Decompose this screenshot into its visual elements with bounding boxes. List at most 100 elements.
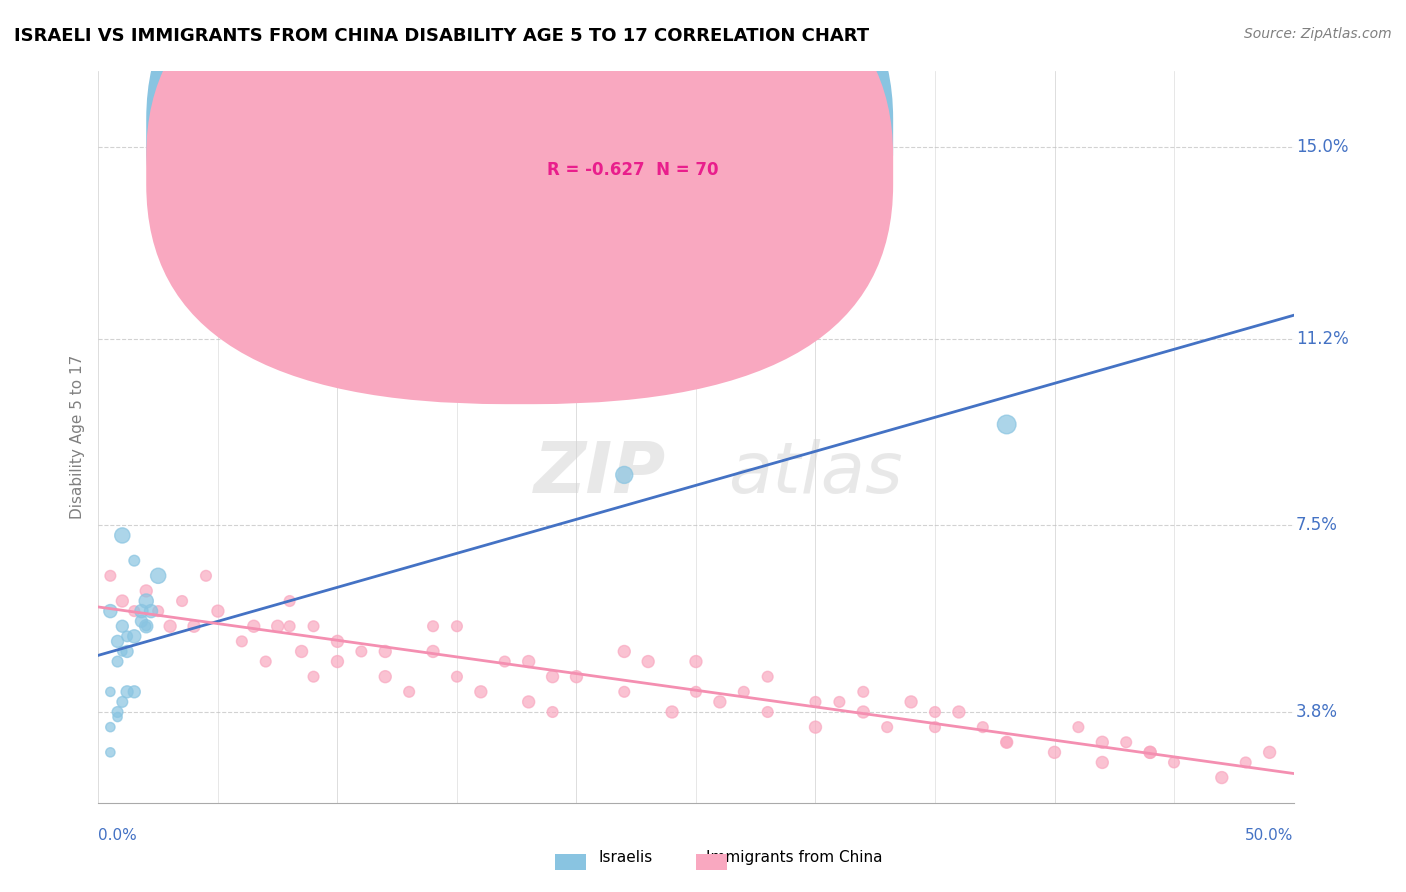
- Point: [972, 720, 994, 734]
- Point: [124, 554, 146, 568]
- Point: [124, 604, 146, 618]
- Point: [709, 695, 731, 709]
- Point: [685, 685, 707, 699]
- Point: [107, 710, 129, 724]
- Point: [374, 670, 396, 684]
- Point: [494, 655, 516, 669]
- Point: [111, 619, 134, 633]
- Point: [326, 634, 349, 648]
- Y-axis label: Disability Age 5 to 17: Disability Age 5 to 17: [69, 355, 84, 519]
- Point: [1234, 756, 1257, 770]
- Point: [470, 685, 492, 699]
- Point: [995, 735, 1018, 749]
- Point: [1211, 771, 1233, 785]
- Point: [1139, 745, 1161, 759]
- Point: [231, 634, 253, 648]
- Point: [111, 695, 134, 709]
- Text: 3.8%: 3.8%: [1296, 703, 1339, 721]
- Point: [135, 619, 157, 633]
- Point: [254, 655, 277, 669]
- Point: [115, 644, 138, 658]
- Point: [613, 467, 636, 482]
- Point: [243, 619, 266, 633]
- Text: R =  0.434  N = 27: R = 0.434 N = 27: [547, 125, 717, 143]
- Text: ZIP: ZIP: [534, 439, 666, 508]
- Text: 50.0%: 50.0%: [1246, 828, 1294, 843]
- Point: [374, 644, 396, 658]
- Text: 15.0%: 15.0%: [1296, 138, 1348, 156]
- Text: atlas: atlas: [728, 439, 903, 508]
- Point: [565, 670, 588, 684]
- Point: [107, 655, 129, 669]
- Point: [517, 695, 540, 709]
- Point: [422, 644, 444, 658]
- Point: [278, 619, 301, 633]
- Point: [613, 644, 636, 658]
- Point: [131, 604, 153, 618]
- Text: 11.2%: 11.2%: [1296, 330, 1348, 348]
- Point: [111, 528, 134, 542]
- Point: [115, 629, 138, 643]
- Text: Source: ZipAtlas.com: Source: ZipAtlas.com: [1244, 27, 1392, 41]
- Point: [115, 685, 138, 699]
- Text: ISRAELI VS IMMIGRANTS FROM CHINA DISABILITY AGE 5 TO 17 CORRELATION CHART: ISRAELI VS IMMIGRANTS FROM CHINA DISABIL…: [14, 27, 869, 45]
- Point: [995, 417, 1018, 432]
- Point: [924, 720, 946, 734]
- Point: [1091, 735, 1114, 749]
- Point: [148, 569, 170, 583]
- Point: [183, 619, 205, 633]
- Point: [111, 594, 134, 608]
- Point: [98, 745, 122, 759]
- Point: [172, 594, 194, 608]
- Point: [924, 705, 946, 719]
- Point: [900, 695, 922, 709]
- Point: [804, 720, 827, 734]
- Point: [995, 735, 1018, 749]
- Point: [159, 619, 181, 633]
- Point: [398, 685, 420, 699]
- Point: [135, 594, 157, 608]
- Point: [107, 705, 129, 719]
- Point: [135, 619, 157, 633]
- Point: [124, 629, 146, 643]
- Point: [756, 705, 779, 719]
- Point: [876, 720, 898, 734]
- Point: [139, 604, 162, 618]
- Point: [98, 569, 122, 583]
- Point: [685, 655, 707, 669]
- Point: [541, 670, 564, 684]
- Point: [756, 670, 779, 684]
- Point: [1067, 720, 1090, 734]
- FancyBboxPatch shape: [146, 0, 893, 368]
- FancyBboxPatch shape: [481, 101, 768, 203]
- Point: [278, 594, 301, 608]
- Point: [107, 634, 129, 648]
- Point: [1091, 756, 1114, 770]
- Point: [948, 705, 970, 719]
- Point: [131, 614, 153, 628]
- Point: [852, 705, 875, 719]
- Point: [804, 695, 827, 709]
- Point: [517, 655, 540, 669]
- Point: [98, 604, 122, 618]
- Point: [290, 644, 312, 658]
- Point: [1139, 745, 1161, 759]
- Point: [613, 685, 636, 699]
- Point: [661, 705, 683, 719]
- Point: [852, 685, 875, 699]
- Text: Israelis: Israelis: [599, 850, 652, 865]
- Point: [1115, 735, 1137, 749]
- Point: [267, 619, 290, 633]
- Point: [828, 695, 851, 709]
- Point: [541, 705, 564, 719]
- FancyBboxPatch shape: [146, 0, 893, 404]
- Point: [148, 604, 170, 618]
- Point: [1258, 745, 1281, 759]
- Text: R = -0.627  N = 70: R = -0.627 N = 70: [547, 161, 718, 179]
- Point: [135, 583, 157, 598]
- Point: [194, 569, 217, 583]
- Point: [302, 670, 325, 684]
- Text: 7.5%: 7.5%: [1296, 516, 1337, 534]
- Point: [124, 685, 146, 699]
- Point: [422, 619, 444, 633]
